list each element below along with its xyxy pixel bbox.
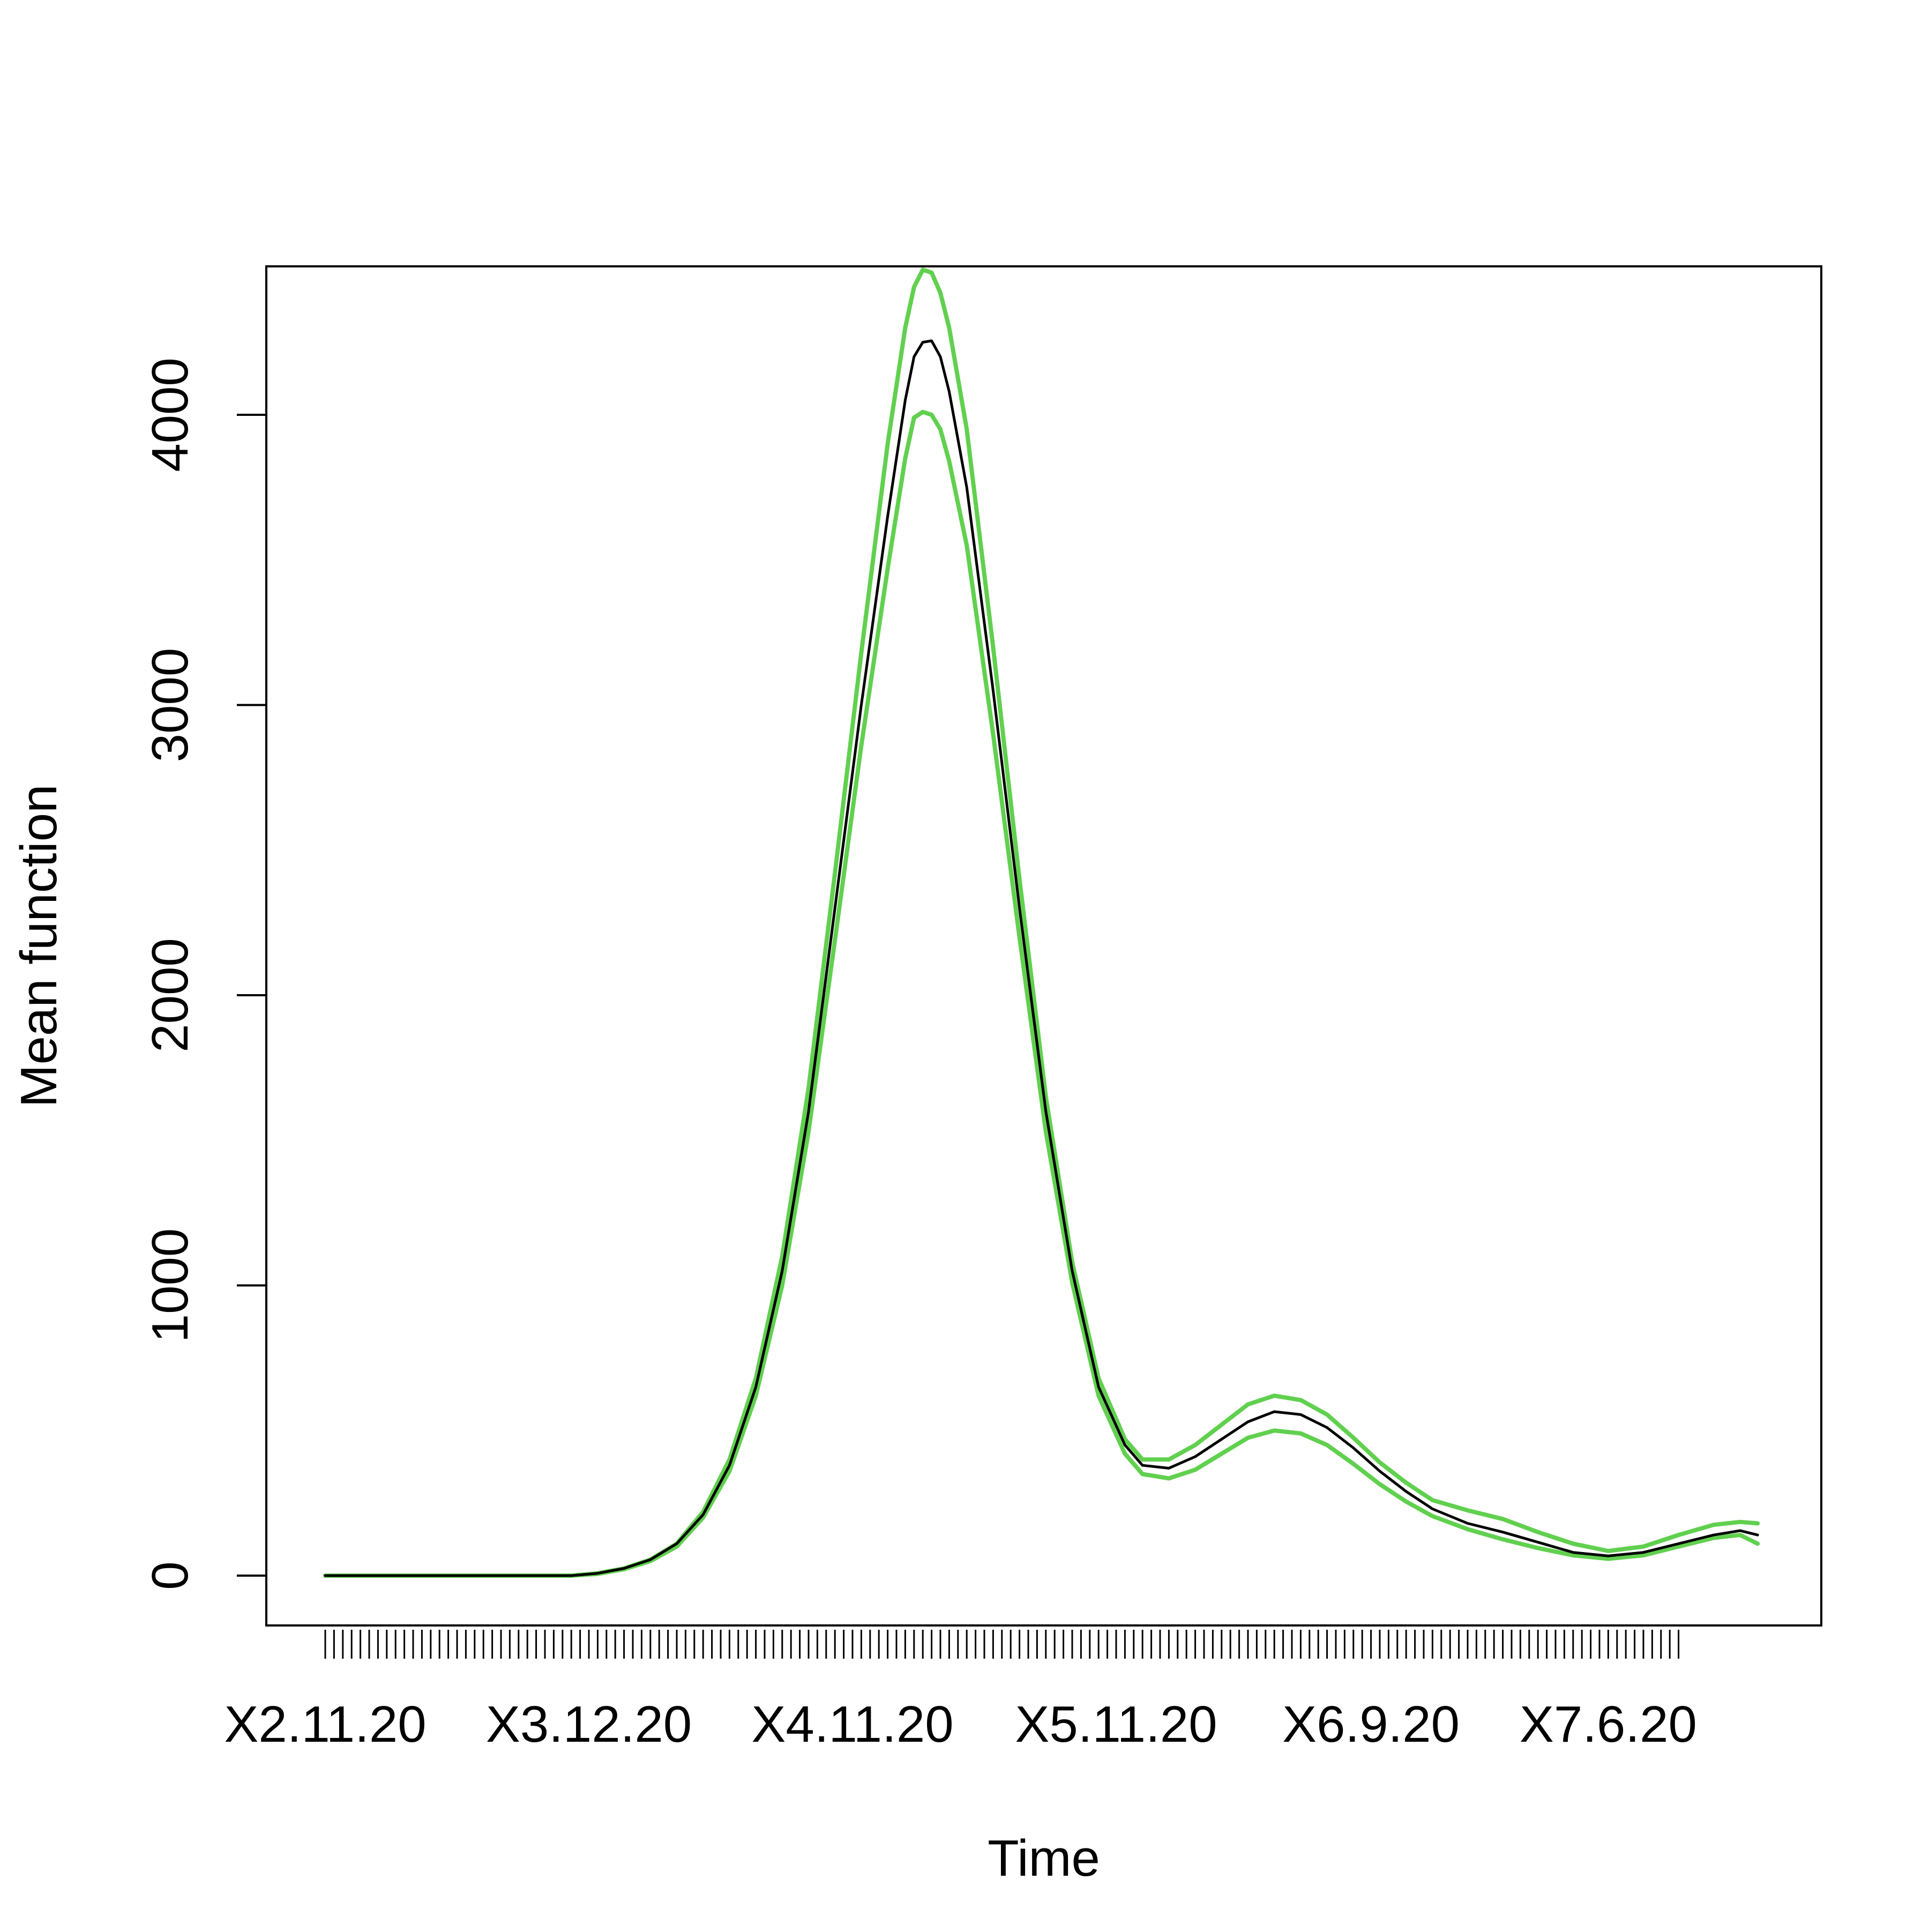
- lower-band-line: [323, 409, 1760, 1578]
- y-tick-label: 0: [141, 1561, 199, 1590]
- x-axis-label: Time: [988, 1830, 1100, 1887]
- mean-line: [324, 339, 1759, 1577]
- x-tick-label: X7.6.20: [1520, 1696, 1697, 1753]
- x-tick-label: X4.11.20: [751, 1696, 953, 1753]
- x-tick-label: X3.12.20: [486, 1696, 692, 1753]
- y-tick-label: 2000: [141, 938, 199, 1053]
- x-axis: X2.11.20 X3.12.20 X4.11.20 X5.11.20 X6.9.20 X…: [224, 1630, 1697, 1753]
- x-tick-label: X6.9.20: [1282, 1696, 1460, 1753]
- x-tick-label: X2.11.20: [224, 1696, 426, 1753]
- y-axis: 0 1000 2000 3000 4000: [141, 357, 267, 1590]
- x-tick-label: X5.11.20: [1015, 1696, 1217, 1753]
- y-tick-label: 3000: [141, 648, 199, 763]
- y-tick-label: 4000: [141, 357, 199, 472]
- y-tick-label: 1000: [141, 1228, 199, 1343]
- series-layer: [323, 267, 1760, 1578]
- upper-band-line: [323, 267, 1760, 1578]
- y-axis-label: Mean function: [10, 784, 68, 1107]
